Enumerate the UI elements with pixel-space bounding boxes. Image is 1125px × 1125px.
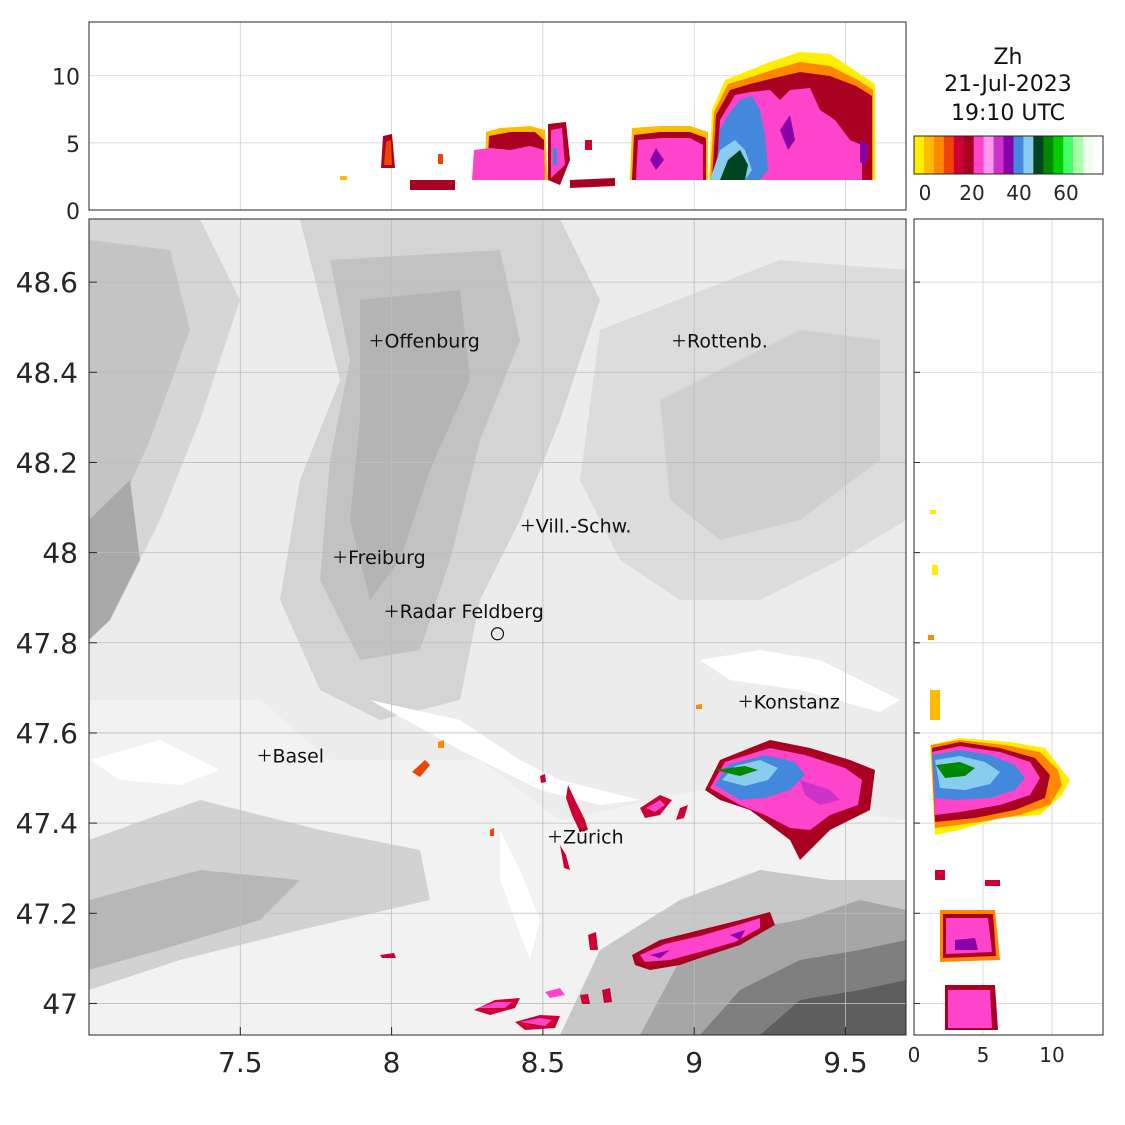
time-label: 19:10 UTC [951, 101, 1065, 126]
radar-site-marker [490, 627, 505, 641]
city-label: Zürich [563, 827, 624, 849]
map-y-tick-label: 47.8 [16, 627, 78, 660]
top-cross-section-panel: 10 5 0 [52, 21, 907, 225]
colorbar-cell [914, 136, 925, 174]
map-y-tick-label: 48.6 [16, 266, 78, 299]
storm-cell-alps [632, 912, 775, 970]
map-y-tick-label: 48.4 [16, 356, 78, 389]
city-marker: Konstanz [739, 691, 840, 713]
side-tick-labels: 0 5 10 [908, 281, 1065, 1067]
city-marker: Offenburg [370, 331, 480, 353]
map-y-tick-label: 48 [42, 537, 78, 570]
city-markers: Offenburg Rottenb. Vill.-Schw. Freiburg Rada… [258, 331, 840, 849]
colorbar-tick-labels: 0 20 40 60 [919, 181, 1079, 205]
terrain-background [89, 219, 906, 1035]
side-echo-profile [928, 510, 1070, 1030]
map-x-tick-label: 8 [383, 1046, 401, 1079]
colorbar-tick-label: 60 [1053, 181, 1078, 205]
colorbar-cell [1033, 136, 1044, 174]
city-marker: Radar Feldberg [385, 601, 544, 623]
top-tick-labels: 10 5 0 [52, 66, 80, 225]
map-x-tick-label: 9.5 [823, 1046, 868, 1079]
colorbar-tick-label: 20 [959, 181, 984, 205]
storm-cell-bodensee [705, 740, 875, 860]
city-marker: Vill.-Schw. [521, 516, 632, 538]
side-x-tick-label: 5 [977, 1043, 990, 1067]
colorbar-cell [943, 136, 955, 174]
map-y-tick-label: 47.4 [16, 807, 78, 840]
colorbar-cell [973, 136, 985, 174]
map-panel: 7.5 8 8.5 9 9.5 48.6 48.4 48.2 48 47.8 47.6 47.4 47.… [16, 218, 907, 1079]
colorbar-cell [1003, 136, 1014, 174]
product-title: Zh [993, 45, 1022, 70]
top-y-tick-label: 5 [66, 133, 80, 158]
radar-echoes [380, 704, 875, 1030]
city-marker: Freiburg [334, 547, 426, 569]
map-y-tick-label: 48.2 [16, 446, 78, 479]
date-label: 21-Jul-2023 [944, 72, 1072, 97]
city-label: Vill.-Schw. [536, 516, 632, 538]
colorbar-tick-label: 40 [1006, 181, 1031, 205]
map-y-tick-label: 47 [42, 987, 78, 1020]
colorbar-cell [1083, 136, 1094, 174]
colorbar-cell [1013, 136, 1024, 174]
colorbar-cell [963, 136, 975, 174]
city-marker: Basel [258, 745, 325, 767]
map-tick-labels: 7.5 8 8.5 9 9.5 48.6 48.4 48.2 48 47.8 47.6 47.4 47.… [16, 266, 868, 1079]
city-label: Konstanz [754, 691, 840, 713]
map-y-tick-label: 47.2 [16, 897, 78, 930]
map-x-tick-label: 7.5 [218, 1046, 263, 1079]
city-label: Radar Feldberg [400, 601, 544, 623]
colorbar: 0 20 40 60 [913, 135, 1104, 205]
colorbar-cells [914, 136, 1104, 174]
colorbar-cell [953, 136, 965, 174]
city-label: Offenburg [384, 331, 479, 353]
city-label: Freiburg [348, 547, 426, 569]
map-y-tick-label: 47.6 [16, 717, 78, 750]
top-echo-profile [340, 52, 875, 190]
side-x-tick-label: 0 [908, 1043, 921, 1067]
colorbar-cell [1063, 136, 1074, 174]
city-label: Basel [273, 745, 325, 767]
title-block: Zh 21-Jul-2023 19:10 UTC [944, 45, 1072, 126]
map-x-tick-label: 9 [685, 1046, 703, 1079]
colorbar-cell [993, 136, 1005, 174]
colorbar-cell [983, 136, 995, 174]
colorbar-cell [1023, 136, 1034, 174]
map-x-tick-label: 8.5 [521, 1046, 566, 1079]
colorbar-cell [1093, 136, 1104, 174]
colorbar-cell [1043, 136, 1054, 174]
colorbar-cell [933, 136, 945, 174]
colorbar-cell [1053, 136, 1064, 174]
city-marker: Rottenb. [673, 331, 768, 353]
side-x-tick-label: 10 [1039, 1043, 1064, 1067]
side-cross-section-panel: 0 5 10 [908, 218, 1104, 1067]
colorbar-cell [923, 136, 935, 174]
top-y-tick-label: 0 [66, 200, 80, 225]
small-echoes [380, 704, 702, 1030]
colorbar-tick-label: 0 [919, 181, 932, 205]
city-marker: Zürich [548, 827, 624, 849]
colorbar-cell [1073, 136, 1084, 174]
city-label: Rottenb. [687, 331, 768, 353]
top-y-tick-label: 10 [52, 66, 80, 91]
